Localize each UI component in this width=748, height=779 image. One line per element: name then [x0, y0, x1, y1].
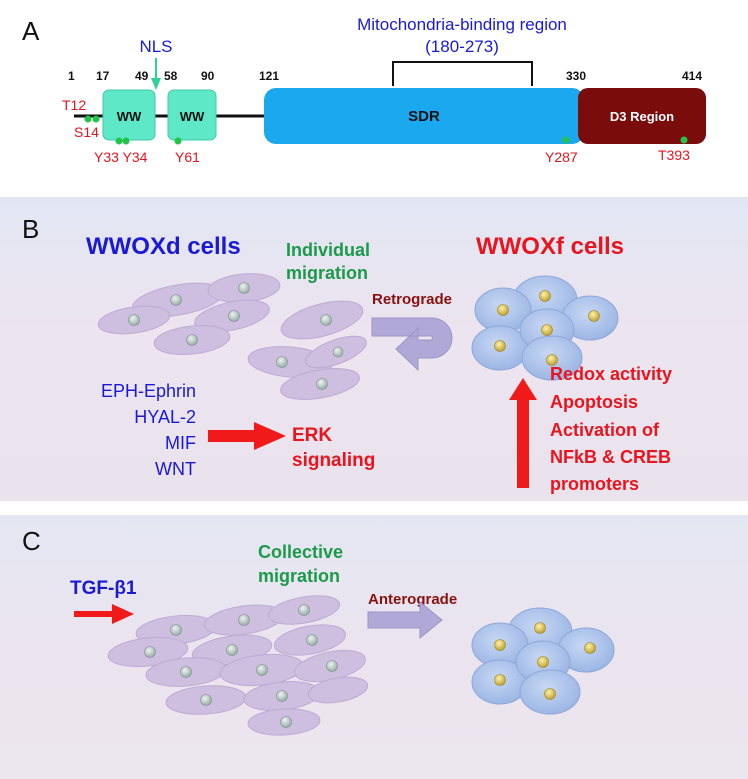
site-s14: S14 — [74, 124, 99, 140]
site-dot-t393 — [680, 136, 688, 144]
wwoxf-title: WWOXf cells — [476, 233, 624, 260]
pos-414: 414 — [682, 69, 702, 83]
anterograde-label: Anterograde — [368, 591, 457, 608]
sdr-domain — [264, 88, 584, 144]
erk-arrow — [208, 422, 286, 450]
retrograde-arrow — [371, 317, 453, 372]
c-wwoxf-cell-nuclei — [494, 622, 596, 700]
site-dot-y34 — [122, 137, 130, 145]
effect-redox: Redox activity — [550, 364, 672, 384]
pos-58: 58 — [164, 69, 178, 83]
nls-label: NLS — [139, 37, 172, 56]
erk-signaling-line1: ERK — [292, 425, 332, 446]
anterograde-arrow — [367, 600, 443, 640]
mito-label-line1: Mitochondria-binding region — [357, 15, 567, 34]
site-dot-s14 — [92, 115, 100, 123]
site-y287: Y287 — [545, 149, 578, 165]
panel-c-letter: C — [22, 526, 41, 556]
panel-b-letter: B — [22, 214, 39, 244]
pos-330: 330 — [566, 69, 586, 83]
wwoxd-cell-nuclei — [128, 282, 344, 390]
panel-a: A NLS Mitochondria-binding region (180-2… — [0, 0, 748, 180]
wwoxf-effects: Redox activity Apoptosis Activation of N… — [550, 364, 672, 494]
factor-mif: MIF — [165, 433, 196, 453]
collective-migration-line2: migration — [258, 566, 340, 586]
site-t12: T12 — [62, 97, 86, 113]
tgf-beta1-label: TGF-β1 — [70, 578, 137, 599]
d3-region — [578, 88, 706, 144]
nls-arrowhead — [151, 78, 161, 90]
site-dot-y61 — [174, 137, 182, 145]
pos-121: 121 — [259, 69, 279, 83]
effect-promoters: promoters — [550, 474, 639, 494]
mito-bracket — [392, 61, 533, 86]
panel-b: B WWOXd cells WWOXf cells Individual mig… — [0, 197, 748, 501]
sdr-label: SDR — [408, 108, 440, 125]
wwoxf-cell-nuclei — [494, 290, 600, 366]
site-dot-y287 — [562, 136, 570, 144]
panel-b-background — [0, 197, 748, 501]
signaling-factors: EPH-Ephrin HYAL-2 MIF WNT — [101, 381, 196, 479]
ww-domain-1-label: WW — [117, 109, 142, 124]
factor-wnt: WNT — [155, 459, 196, 479]
individual-migration-line2: migration — [286, 263, 368, 283]
wwoxd-title: WWOXd cells — [86, 233, 241, 260]
factor-eph-ephrin: EPH-Ephrin — [101, 381, 196, 401]
pos-49: 49 — [135, 69, 149, 83]
individual-migration-line1: Individual — [286, 240, 370, 260]
site-dot-t12 — [84, 115, 92, 123]
panel-c: C TGF-β1 Collective migration — [0, 515, 748, 779]
effect-activation: Activation of — [550, 420, 660, 440]
mito-label-line2: (180-273) — [425, 37, 499, 56]
site-dot-y33 — [115, 137, 123, 145]
collective-cell-nuclei — [144, 604, 338, 728]
pos-90: 90 — [201, 69, 215, 83]
phospho-site-dots — [84, 115, 688, 145]
effect-apoptosis: Apoptosis — [550, 392, 638, 412]
panel-c-background — [0, 515, 748, 779]
ww-domain-2 — [167, 89, 217, 141]
ww-domain-2-label: WW — [180, 109, 205, 124]
pos-1: 1 — [68, 69, 75, 83]
factor-hyal-2: HYAL-2 — [134, 407, 196, 427]
collective-migration-line1: Collective — [258, 542, 343, 562]
retrograde-label: Retrograde — [372, 291, 452, 308]
effect-nfkb-creb: NFkB & CREB — [550, 447, 671, 467]
d3-label: D3 Region — [610, 109, 674, 124]
panel-a-letter: A — [22, 16, 40, 46]
site-t393: T393 — [658, 147, 690, 163]
site-y61: Y61 — [175, 149, 200, 165]
erk-signaling-line2: signaling — [292, 450, 375, 471]
wwox-up-arrow — [509, 378, 537, 488]
position-labels: 1 17 49 58 90 121 330 414 — [68, 69, 702, 83]
phospho-site-labels: T12 S14 Y33 Y34 Y61 Y287 T393 — [62, 97, 690, 165]
pos-17: 17 — [96, 69, 110, 83]
tgf-arrow — [74, 604, 134, 624]
site-y33-y34: Y33 Y34 — [94, 149, 148, 165]
